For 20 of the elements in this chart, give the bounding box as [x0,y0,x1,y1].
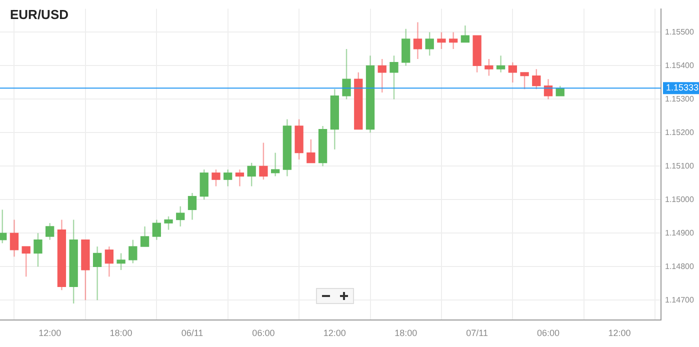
y-tick-label: 1.15000 [665,194,694,204]
y-tick-label: 1.14900 [665,228,694,238]
y-tick-label: 1.15500 [665,27,694,36]
x-tick-label: 06:00 [252,328,275,338]
y-tick-label: 1.15400 [665,60,694,70]
x-tick-label: 12:00 [323,328,346,338]
y-tick-label: 1.15300 [665,94,694,104]
x-tick-label: 18:00 [110,328,132,338]
chart-title: EUR/USD [10,7,69,22]
ref-line-label: 1.15333 [666,82,699,93]
x-tick-label: 07/11 [466,328,488,338]
y-tick-label: 1.14700 [665,295,694,304]
x-tick-label: 06/11 [181,328,204,338]
x-tick-label: 06:00 [536,328,560,338]
x-tick-label: 12:00 [608,328,631,338]
y-tick-label: 1.15100 [665,161,694,170]
y-tick-label: 1.15200 [665,128,694,137]
x-tick-label: 12:00 [38,328,62,338]
y-tick-label: 1.14800 [665,262,694,271]
x-tick-label: 18:00 [394,328,418,338]
